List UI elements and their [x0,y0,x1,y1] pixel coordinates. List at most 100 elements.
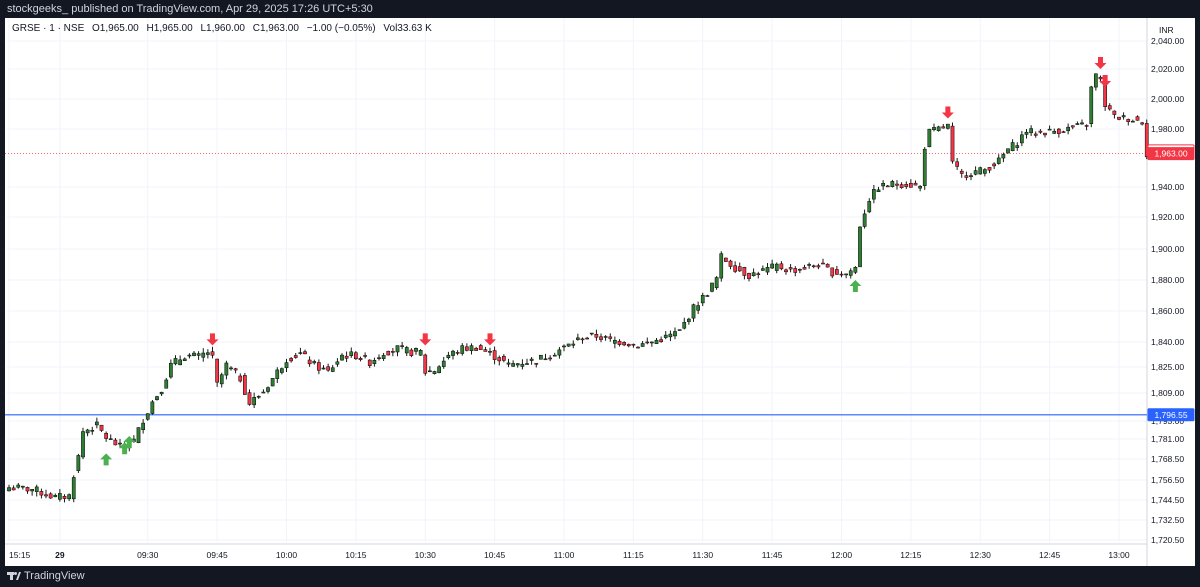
sell-signal-arrow-icon[interactable] [1099,75,1112,87]
candle-up[interactable] [710,282,714,292]
candle-down[interactable] [798,269,802,271]
candle-up[interactable] [404,347,409,354]
candle-up[interactable] [321,367,326,370]
candle-up[interactable] [224,362,229,376]
candle-up[interactable] [298,352,303,354]
candle-down[interactable] [964,175,969,178]
candle-up[interactable] [566,343,571,347]
candle-up[interactable] [85,429,90,434]
candle-up[interactable] [932,127,936,130]
candle-up[interactable] [395,345,400,353]
candle-up[interactable] [266,387,270,392]
candle-up[interactable] [108,438,113,440]
candle-up[interactable] [256,395,261,398]
candle-down[interactable] [724,257,728,262]
candle-up[interactable] [881,183,885,187]
candle-up[interactable] [460,345,465,354]
candle-up[interactable] [761,268,765,271]
candle-up[interactable] [751,272,756,277]
candle-down[interactable] [104,432,108,439]
candle-down[interactable] [215,358,219,383]
candle-down[interactable] [987,167,992,171]
candle-down[interactable] [1043,132,1047,136]
candle-up[interactable] [34,486,39,492]
candle-up[interactable] [71,477,76,500]
candle-up[interactable] [1020,134,1024,144]
candle-down[interactable] [899,184,904,188]
candle-up[interactable] [876,189,881,192]
sell-signal-arrow-icon[interactable] [941,106,954,119]
candle-up[interactable] [603,336,608,338]
candle-down[interactable] [502,355,506,361]
candle-down[interactable] [307,359,312,365]
candle-down[interactable] [243,375,247,395]
candle-down[interactable] [386,350,391,356]
candle-up[interactable] [890,181,895,187]
candle-down[interactable] [1057,128,1061,134]
candle-up[interactable] [918,185,922,189]
candle-down[interactable] [1140,122,1144,125]
candle-up[interactable] [141,422,145,431]
candle-down[interactable] [950,125,955,162]
candle-down[interactable] [238,375,243,382]
candle-down[interactable] [1135,116,1140,121]
candle-up[interactable] [229,367,233,370]
candle-up[interactable] [714,277,719,289]
publisher-name[interactable]: stockgeeks_ [7,3,69,15]
candle-up[interactable] [312,361,317,364]
candle-up[interactable] [201,352,206,358]
candle-up[interactable] [668,333,673,338]
candle-up[interactable] [67,494,71,500]
candle-up[interactable] [858,226,862,268]
candle-up[interactable] [1010,142,1015,152]
candle-up[interactable] [340,354,344,361]
candle-down[interactable] [955,161,959,167]
candle-up[interactable] [145,413,150,420]
candle-down[interactable] [1126,119,1131,122]
candle-up[interactable] [428,370,432,373]
candle-down[interactable] [1061,131,1066,133]
candle-down[interactable] [580,338,585,341]
candle-up[interactable] [687,318,691,322]
candle-up[interactable] [400,345,404,347]
candle-down[interactable] [293,355,298,358]
candle-down[interactable] [478,345,483,350]
candle-up[interactable] [844,273,848,276]
chart-panel[interactable]: 2,040.00 2,020.00 2,000.00 1,980.00 1,940.00… [5,18,1195,566]
candle-down[interactable] [779,263,784,270]
candle-down[interactable] [1107,105,1112,110]
candle-up[interactable] [946,123,950,129]
candle-down[interactable] [742,267,747,276]
candle-down[interactable] [1070,125,1075,128]
candle-down[interactable] [728,260,733,267]
candle-up[interactable] [543,358,548,361]
candle-up[interactable] [1052,130,1057,134]
candle-up[interactable] [206,352,210,355]
candle-up[interactable] [613,339,617,344]
candle-up[interactable] [284,362,289,369]
candle-up[interactable] [155,396,159,400]
candle-up[interactable] [252,397,256,406]
candle-down[interactable] [492,350,497,360]
candle-down[interactable] [1144,123,1149,158]
candle-down[interactable] [534,363,539,365]
candle-down[interactable] [1117,116,1121,120]
candle-up[interactable] [848,270,853,276]
candle-up[interactable] [95,421,99,426]
candle-up[interactable] [280,368,284,373]
candle-down[interactable] [497,357,502,362]
candle-up[interactable] [1029,128,1033,134]
candle-up[interactable] [807,264,811,266]
candle-down[interactable] [474,347,478,351]
candle-up[interactable] [441,360,446,367]
candle-down[interactable] [636,346,640,349]
candle-up[interactable] [922,148,927,186]
candle-down[interactable] [622,342,626,346]
candle-up[interactable] [219,374,224,385]
candle-down[interactable] [548,357,552,360]
candle-up[interactable] [562,345,566,348]
candle-down[interactable] [289,358,293,362]
candle-up[interactable] [164,379,169,389]
candle-up[interactable] [1066,126,1070,132]
candle-up[interactable] [58,493,62,500]
